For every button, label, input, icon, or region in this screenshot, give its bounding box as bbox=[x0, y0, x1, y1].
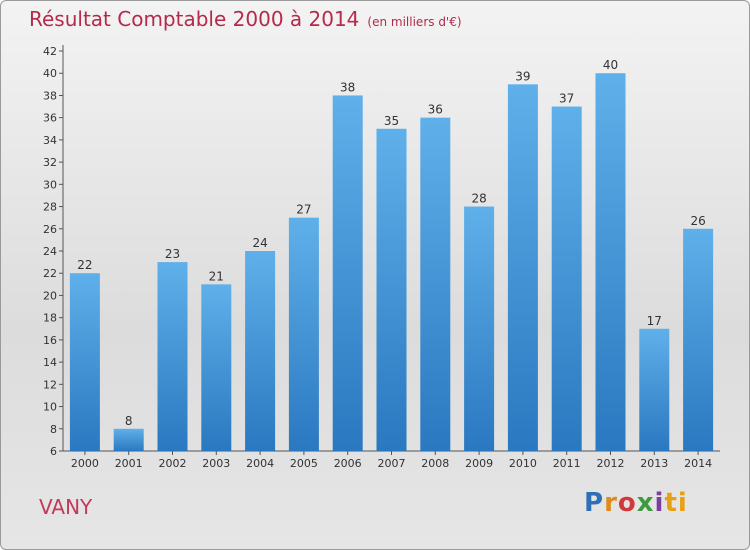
y-tick-label: 8 bbox=[50, 423, 57, 436]
y-tick-label: 40 bbox=[43, 67, 57, 80]
commune-name: VANY bbox=[39, 495, 93, 519]
x-tick-label: 2000 bbox=[71, 457, 99, 470]
bar-2009 bbox=[464, 206, 495, 451]
logo-letter: r bbox=[604, 488, 618, 518]
y-tick-label: 22 bbox=[43, 267, 57, 280]
y-tick-label: 26 bbox=[43, 223, 57, 236]
logo-letter: P bbox=[584, 488, 605, 518]
logo-letter: i bbox=[654, 488, 665, 518]
y-tick-label: 16 bbox=[43, 334, 57, 347]
bar-2014 bbox=[683, 228, 714, 451]
y-tick-label: 30 bbox=[43, 178, 57, 191]
x-tick-label: 2008 bbox=[421, 457, 449, 470]
bar-2011 bbox=[551, 106, 582, 452]
data-label-2006: 38 bbox=[340, 80, 355, 94]
labels: 2000 22 2001 8 2002 23 2003 21 2004 24 2005 27 2006 3… bbox=[71, 58, 712, 470]
bar-2004 bbox=[245, 251, 276, 451]
data-label-2000: 22 bbox=[77, 258, 92, 272]
data-label-2008: 36 bbox=[428, 103, 443, 117]
y-tick-label: 10 bbox=[43, 401, 57, 414]
y-tick-label: 14 bbox=[43, 356, 57, 369]
logo-letter: ti bbox=[664, 488, 688, 518]
y-tick-label: 18 bbox=[43, 312, 57, 325]
x-tick-label: 2007 bbox=[378, 457, 406, 470]
chart-subtitle: (en milliers d'€) bbox=[367, 15, 462, 29]
bar-2013 bbox=[639, 328, 670, 451]
x-tick-label: 2013 bbox=[640, 457, 668, 470]
x-tick-label: 2002 bbox=[159, 457, 187, 470]
y-tick-label: 42 bbox=[43, 45, 57, 58]
x-tick-label: 2009 bbox=[465, 457, 493, 470]
y-tick-label: 34 bbox=[43, 134, 57, 147]
y-tick-label: 36 bbox=[43, 112, 57, 125]
y-tick-label: 24 bbox=[43, 245, 57, 258]
y-tick-label: 12 bbox=[43, 378, 57, 391]
bars bbox=[69, 73, 714, 452]
bar-2002 bbox=[157, 262, 188, 451]
bar-2006 bbox=[332, 95, 363, 451]
data-label-2002: 23 bbox=[165, 247, 180, 261]
x-tick-label: 2010 bbox=[509, 457, 537, 470]
logo-letter: o bbox=[617, 488, 637, 518]
proxiti-logo[interactable]: Proxiti bbox=[584, 488, 688, 518]
bar-2001 bbox=[113, 428, 144, 451]
x-tick-label: 2011 bbox=[553, 457, 581, 470]
data-label-2007: 35 bbox=[384, 114, 399, 128]
data-label-2012: 40 bbox=[603, 58, 618, 72]
x-tick-label: 2001 bbox=[115, 457, 143, 470]
bar-2012 bbox=[595, 73, 626, 451]
x-tick-label: 2004 bbox=[246, 457, 274, 470]
x-tick-label: 2012 bbox=[597, 457, 625, 470]
data-label-2005: 27 bbox=[296, 203, 311, 217]
x-tick-label: 2003 bbox=[202, 457, 230, 470]
bar-2003 bbox=[201, 284, 232, 451]
x-tick-label: 2014 bbox=[684, 457, 712, 470]
y-tick-label: 6 bbox=[50, 445, 57, 458]
axes: 6 8 10 12 14 16 18 20 22 24 26 28 30 32 34 36 38 40 42 bbox=[43, 45, 720, 458]
data-label-2010: 39 bbox=[515, 69, 530, 83]
data-label-2009: 28 bbox=[471, 192, 486, 206]
y-tick-label: 28 bbox=[43, 201, 57, 214]
x-tick-label: 2006 bbox=[334, 457, 362, 470]
bar-2010 bbox=[507, 84, 538, 451]
chart-title: Résultat Comptable 2000 à 2014 (en millie… bbox=[29, 7, 462, 31]
y-tick-label: 38 bbox=[43, 89, 57, 102]
bar-2008 bbox=[420, 117, 451, 452]
bar-2007 bbox=[376, 128, 407, 451]
bar-2000 bbox=[69, 273, 100, 451]
data-label-2011: 37 bbox=[559, 92, 574, 106]
data-label-2001: 8 bbox=[125, 414, 133, 428]
data-label-2013: 17 bbox=[647, 314, 662, 328]
data-label-2014: 26 bbox=[690, 214, 705, 228]
bar-2005 bbox=[288, 217, 319, 451]
y-tick-label: 20 bbox=[43, 289, 57, 302]
logo-letter: x bbox=[636, 488, 655, 518]
data-label-2003: 21 bbox=[209, 269, 224, 283]
y-tick-label: 32 bbox=[43, 156, 57, 169]
x-tick-label: 2005 bbox=[290, 457, 318, 470]
data-label-2004: 24 bbox=[252, 236, 267, 250]
